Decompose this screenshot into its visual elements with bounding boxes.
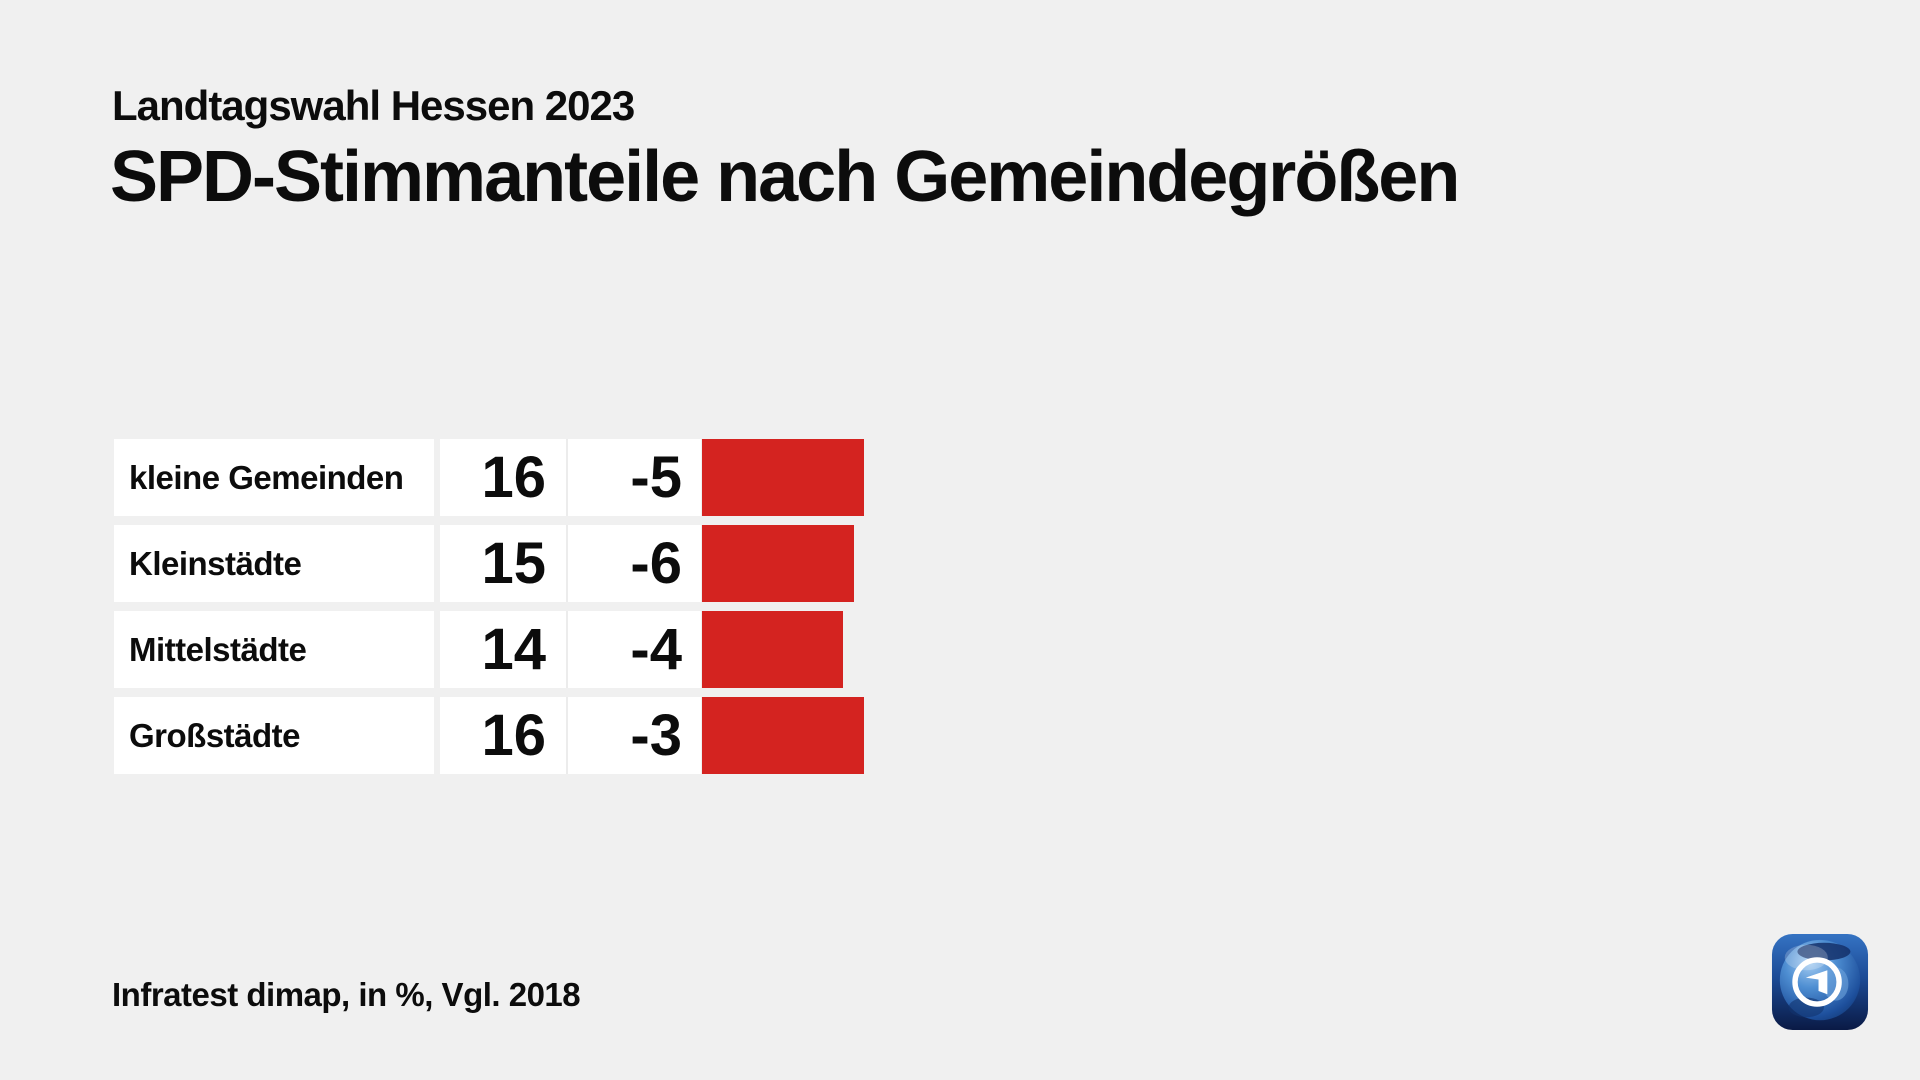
table-row: Mittelstädte 14 -4 (114, 611, 864, 688)
change-cell: -6 (568, 525, 701, 602)
pretitle: Landtagswahl Hessen 2023 (112, 82, 635, 129)
change-cell: -3 (568, 697, 701, 774)
category-label: kleine Gemeinden (114, 439, 434, 516)
value-cell: 15 (440, 525, 566, 602)
value-bar (702, 439, 864, 516)
table-row: kleine Gemeinden 16 -5 (114, 439, 864, 516)
change-cell: -5 (568, 439, 701, 516)
value-cell: 14 (440, 611, 566, 688)
ard-globe-one-icon (1771, 933, 1869, 1031)
change-cell: -4 (568, 611, 701, 688)
column-divider (566, 439, 568, 516)
value-cell: 16 (440, 697, 566, 774)
value-bar (702, 525, 854, 602)
column-divider (566, 697, 568, 774)
value-bar (702, 611, 843, 688)
category-label: Großstädte (114, 697, 434, 774)
column-divider (566, 525, 568, 602)
table-row: Kleinstädte 15 -6 (114, 525, 864, 602)
value-cell: 16 (440, 439, 566, 516)
value-bar (702, 697, 864, 774)
category-label: Kleinstädte (114, 525, 434, 602)
category-label: Mittelstädte (114, 611, 434, 688)
page-title: SPD-Stimmanteile nach Gemeindegrößen (110, 137, 1460, 217)
column-divider (566, 611, 568, 688)
source-note: Infratest dimap, in %, Vgl. 2018 (112, 976, 581, 1013)
table-row: Großstädte 16 -3 (114, 697, 864, 774)
results-table: kleine Gemeinden 16 -5 Kleinstädte 15 -6… (114, 439, 864, 783)
